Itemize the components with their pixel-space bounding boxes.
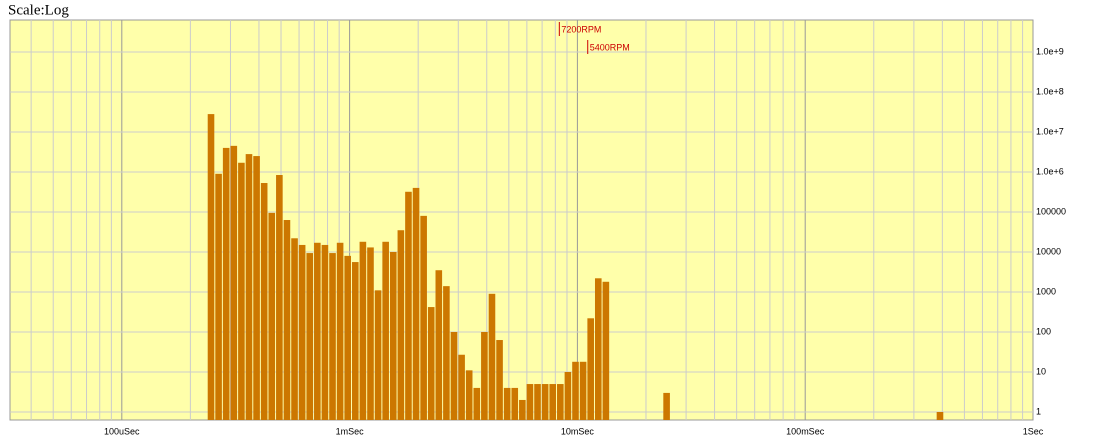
bar <box>222 147 230 421</box>
bar <box>306 253 314 420</box>
bar <box>465 370 473 420</box>
bar <box>511 387 519 420</box>
y-tick-label: 1000 <box>1036 286 1056 296</box>
bar <box>412 187 420 420</box>
y-tick-label: 10 <box>1036 366 1046 376</box>
bar <box>314 242 321 420</box>
bar <box>594 278 602 420</box>
bar <box>443 286 450 420</box>
bar <box>450 331 458 420</box>
y-tick-label: 100000 <box>1036 206 1066 216</box>
y-tick-label: 1.0e+7 <box>1036 126 1064 136</box>
bar <box>268 212 276 420</box>
bar <box>230 145 238 420</box>
x-tick-label: 100mSec <box>786 426 825 436</box>
x-tick-label: 1Sec <box>1023 426 1044 436</box>
x-tick-label: 1mSec <box>336 426 365 436</box>
bar <box>215 173 222 420</box>
bar <box>283 220 291 420</box>
bar <box>420 215 427 420</box>
bar <box>260 183 268 420</box>
bar <box>245 154 253 420</box>
annotation-label: 5400RPM <box>590 42 630 52</box>
bar <box>298 244 306 420</box>
annotation-label: 7200RPM <box>561 24 601 34</box>
bar <box>488 293 496 420</box>
bar <box>579 361 587 420</box>
y-tick-label: 1 <box>1036 406 1041 416</box>
bar <box>602 281 610 420</box>
bar <box>389 251 397 420</box>
bar <box>382 241 389 420</box>
bar <box>329 253 336 420</box>
bar <box>321 244 329 420</box>
bar <box>549 384 557 420</box>
y-tick-label: 1.0e+9 <box>1036 46 1064 56</box>
bar <box>557 384 564 420</box>
y-tick-label: 1.0e+6 <box>1036 166 1064 176</box>
bar <box>519 399 526 420</box>
bar <box>351 262 359 420</box>
bar <box>344 255 351 420</box>
bar <box>458 354 465 420</box>
y-tick-label: 100 <box>1036 326 1051 336</box>
chart-title: Scale:Log <box>8 2 69 18</box>
bar <box>336 242 344 420</box>
bar <box>253 156 260 420</box>
plot-area <box>9 19 1034 421</box>
bar <box>367 247 374 420</box>
y-tick-label: 10000 <box>1036 246 1061 256</box>
bar <box>496 340 503 420</box>
bar <box>473 387 481 420</box>
bar <box>427 307 435 420</box>
bar <box>238 162 245 420</box>
bar <box>587 318 594 420</box>
bar <box>503 387 511 420</box>
bar <box>526 384 534 420</box>
bar <box>435 270 443 420</box>
bar <box>534 384 541 420</box>
bar <box>207 114 215 420</box>
bar <box>663 392 670 420</box>
x-tick-label: 100uSec <box>104 426 140 436</box>
bar <box>291 238 298 420</box>
bar <box>572 361 579 420</box>
bar <box>359 241 367 420</box>
bar <box>541 384 549 420</box>
x-tick-label: 10mSec <box>561 426 595 436</box>
bar <box>564 371 572 420</box>
bar <box>936 412 944 420</box>
bar <box>405 191 412 420</box>
y-tick-label: 1.0e+8 <box>1036 86 1064 96</box>
bar <box>397 230 405 420</box>
bar <box>481 331 488 420</box>
bar <box>276 175 283 420</box>
bar <box>374 290 382 420</box>
